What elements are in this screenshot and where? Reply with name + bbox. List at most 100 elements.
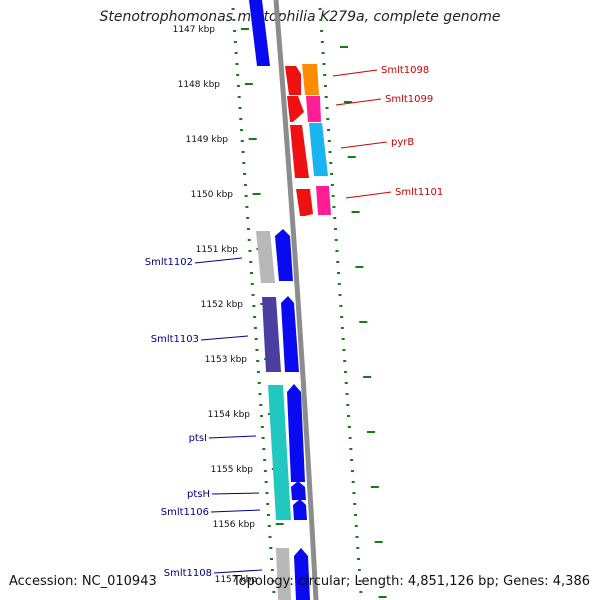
inner-tick	[259, 404, 263, 406]
inner-tick	[271, 580, 275, 582]
outer-tick	[322, 63, 326, 65]
inner-tick	[246, 217, 250, 219]
outer-tick	[327, 129, 331, 131]
inner-tick	[270, 569, 274, 571]
gene-label-leader	[345, 191, 392, 199]
map-title: Stenotrophomonas maltophilia K279a, comp…	[99, 9, 501, 25]
gene-label: Smlt1106	[161, 507, 209, 518]
inner-tick	[247, 239, 251, 241]
outer-tick	[339, 305, 343, 307]
outer-tick	[347, 426, 351, 428]
inner-tick	[261, 437, 265, 439]
inner-tick	[238, 107, 242, 109]
gene-blue-top	[249, 0, 270, 66]
inner-tick	[250, 272, 254, 274]
inner-tick	[268, 536, 272, 538]
outer-tick	[333, 228, 337, 230]
inner-tick	[231, 8, 235, 10]
inner-tick	[232, 19, 236, 21]
outer-tick	[352, 492, 356, 494]
outer-tick	[343, 360, 347, 362]
gene-pyrb-red	[290, 125, 309, 178]
outer-tick	[320, 30, 324, 32]
gene-label-leader	[213, 569, 263, 574]
outer-kbp-tick	[343, 101, 352, 103]
outer-tick	[337, 283, 341, 285]
outer-tick	[357, 569, 361, 571]
outer-kbp-tick	[370, 486, 379, 488]
outer-tick	[351, 481, 355, 483]
inner-tick	[239, 118, 243, 120]
outer-kbp-tick	[355, 266, 364, 268]
gene-label-leader	[200, 335, 249, 341]
inner-tick	[250, 283, 254, 285]
inner-tick	[255, 349, 259, 351]
gene-label: ptsI	[189, 433, 207, 444]
kbp-tick	[275, 523, 284, 525]
gene-smlt1102-gray	[256, 231, 275, 283]
inner-tick	[243, 184, 247, 186]
gene-smlt1098-red	[285, 66, 301, 95]
inner-tick	[244, 195, 248, 197]
inner-tick	[240, 140, 244, 142]
outer-tick	[332, 206, 336, 208]
outer-kbp-tick	[363, 376, 372, 378]
inner-tick	[243, 173, 247, 175]
outer-tick	[347, 415, 351, 417]
gene-smlt1101-red	[296, 189, 313, 216]
outer-tick	[325, 107, 329, 109]
kbp-tick	[248, 138, 257, 140]
inner-tick	[262, 448, 266, 450]
outer-tick	[331, 195, 335, 197]
inner-tick	[267, 525, 271, 527]
outer-kbp-tick	[366, 431, 375, 433]
gene-smlt1108-gray	[276, 548, 291, 600]
inner-tick	[241, 151, 245, 153]
outer-tick	[335, 250, 339, 252]
outer-tick	[356, 547, 360, 549]
outer-tick	[359, 591, 363, 593]
inner-tick	[235, 63, 239, 65]
kbp-label: 1151 kbp	[196, 245, 239, 255]
outer-tick	[348, 437, 352, 439]
gene-label: ptsH	[187, 489, 210, 500]
outer-tick	[330, 184, 334, 186]
inner-tick	[258, 393, 262, 395]
outer-tick	[355, 536, 359, 538]
kbp-label: 1148 kbp	[178, 80, 221, 90]
outer-tick	[318, 8, 322, 10]
outer-tick	[334, 239, 338, 241]
outer-tick	[338, 294, 342, 296]
outer-tick	[327, 140, 331, 142]
kbp-tick	[252, 193, 261, 195]
kbp-tick	[241, 28, 250, 30]
outer-tick	[357, 558, 361, 560]
gene-smlt1103-blue	[281, 296, 299, 372]
outer-tick	[345, 393, 349, 395]
outer-tick	[321, 52, 325, 54]
outer-tick	[323, 74, 327, 76]
kbp-label: 1154 kbp	[208, 410, 251, 420]
accession-text: Accession: NC_010943	[9, 574, 157, 589]
gene-label: Smlt1103	[151, 334, 199, 345]
outer-tick	[343, 371, 347, 373]
outer-tick-ring	[318, 8, 363, 593]
inner-tick	[263, 470, 267, 472]
outer-tick	[328, 151, 332, 153]
kbp-label: 1152 kbp	[201, 300, 244, 310]
outer-tick	[350, 459, 354, 461]
outer-kbp-tick	[359, 321, 368, 323]
gene-smlt1101-pink	[316, 186, 331, 215]
outer-tick	[358, 580, 362, 582]
inner-tick	[236, 74, 240, 76]
inner-tick	[248, 250, 252, 252]
inner-tick	[260, 415, 264, 417]
gene-label: Smlt1108	[164, 568, 212, 579]
gene-label: Smlt1101	[395, 187, 443, 198]
gene-label-leader	[211, 492, 260, 495]
inner-tick	[249, 261, 253, 263]
outer-tick	[319, 19, 323, 21]
inner-tick	[263, 459, 267, 461]
outer-tick	[350, 470, 354, 472]
gene-label-leader	[340, 141, 388, 149]
